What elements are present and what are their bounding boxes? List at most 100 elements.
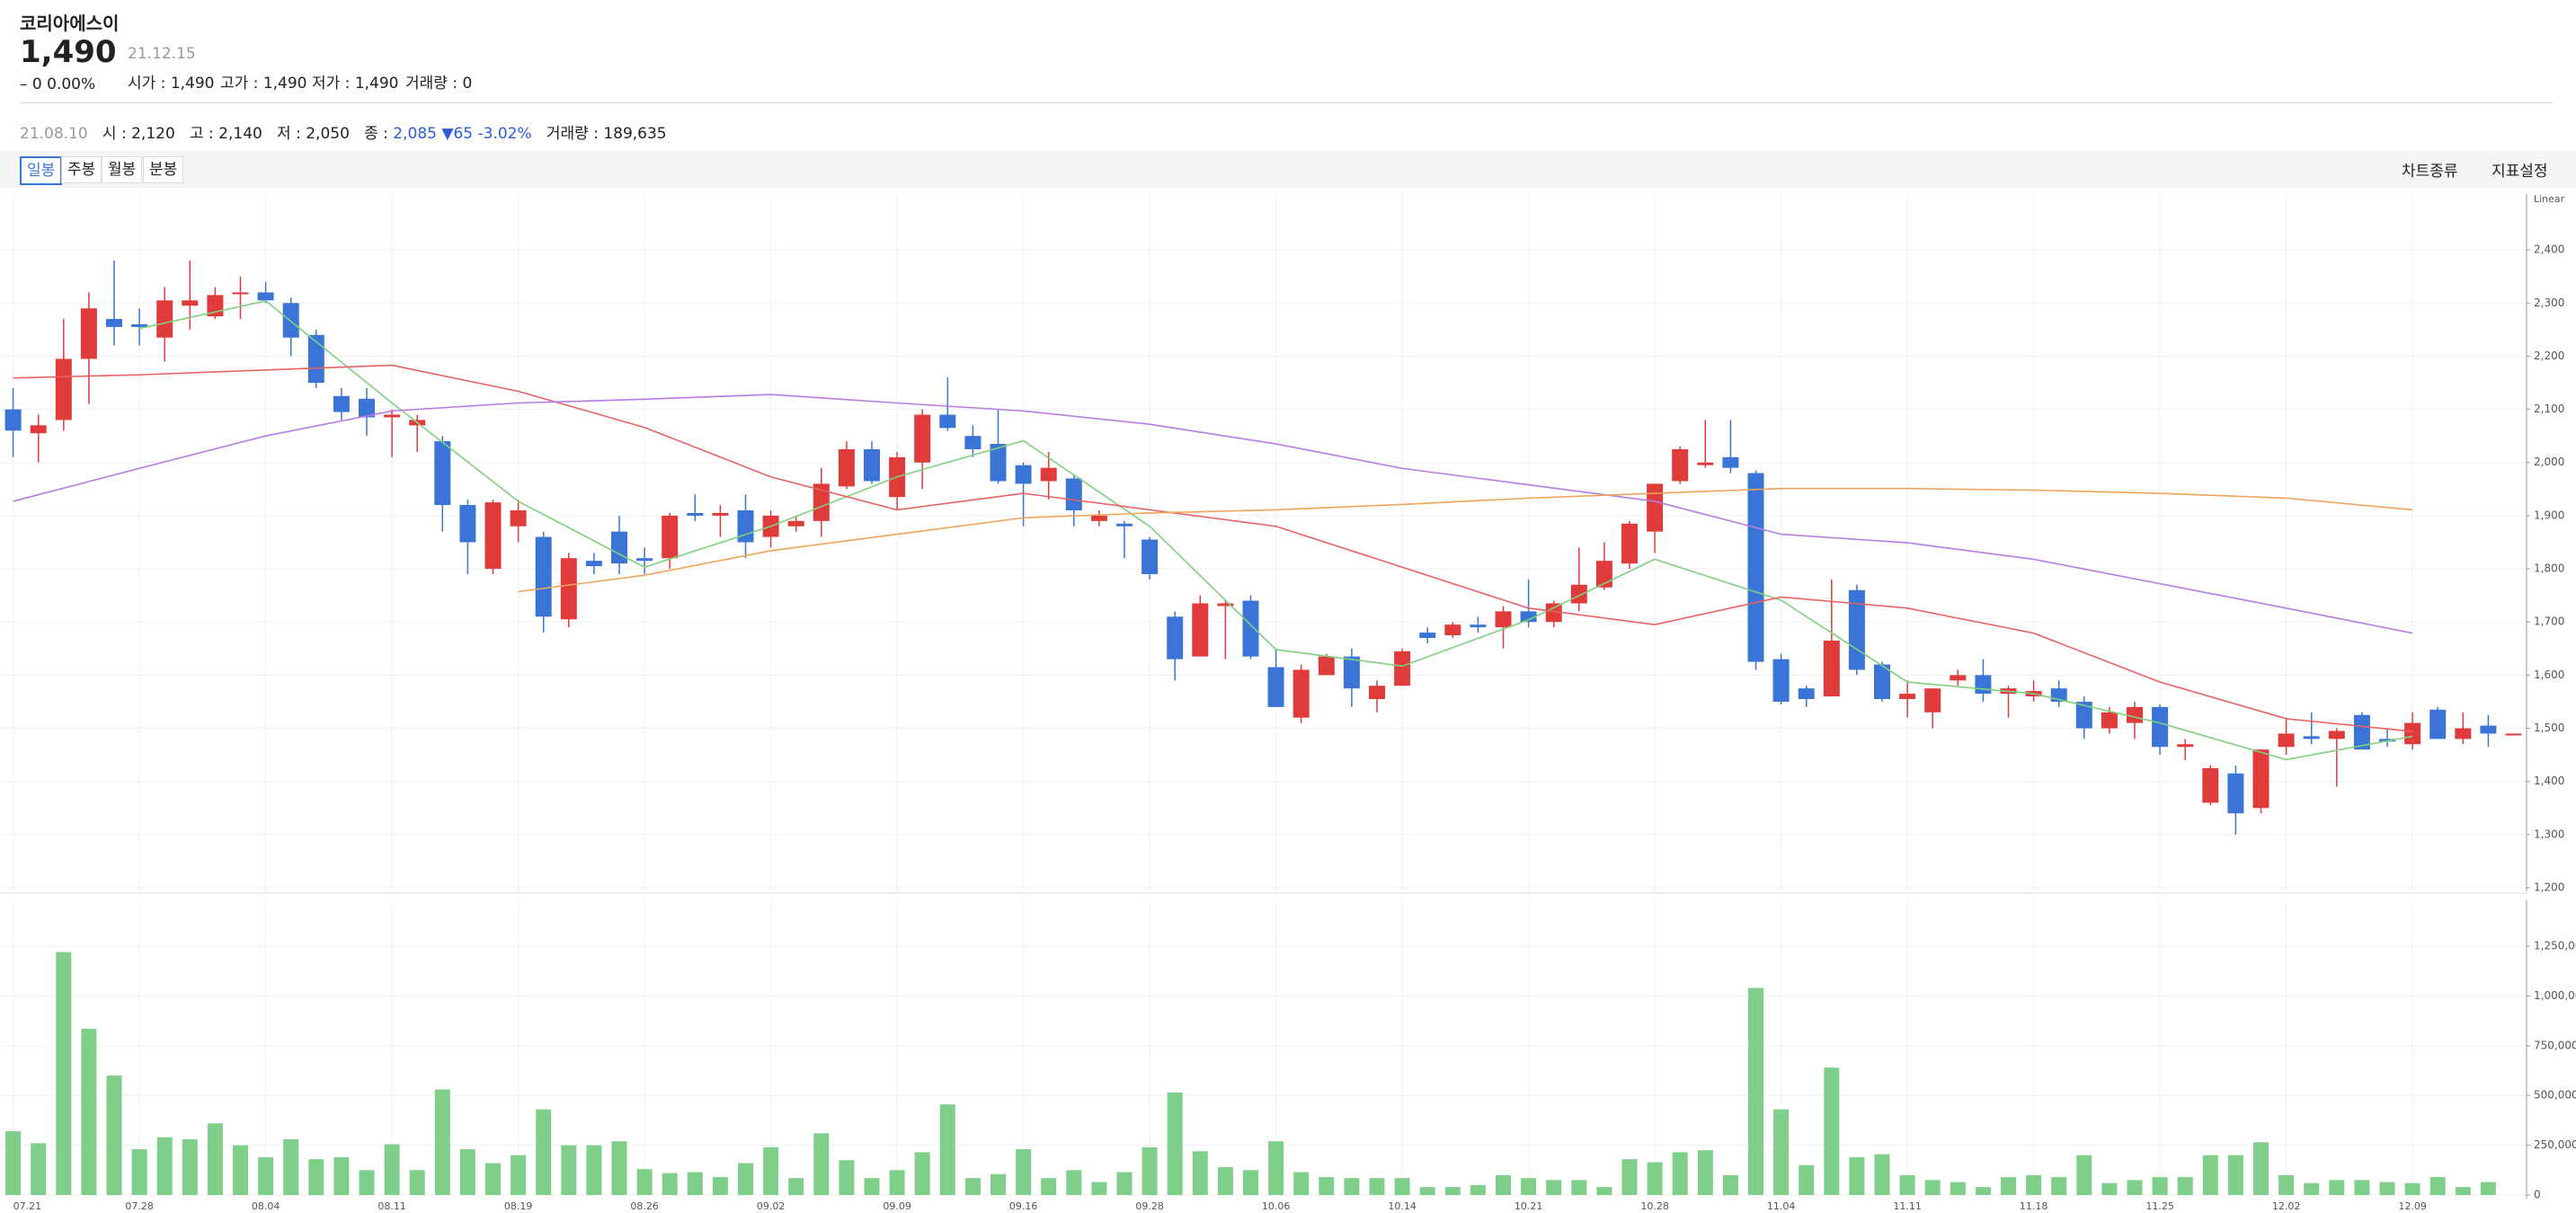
candle-body: [662, 515, 679, 559]
candle-body: [1722, 456, 1739, 468]
candle-body: [2075, 701, 2092, 729]
y-tick-label: 1,700: [2534, 615, 2564, 628]
volume-bar: [2404, 1182, 2421, 1195]
hover-high: 고 : 2,140: [189, 125, 262, 143]
separator: [20, 102, 2553, 103]
y-tick-label: 2,300: [2534, 297, 2564, 309]
volume-bar: [864, 1178, 880, 1195]
hover-close-label: 종 :: [364, 125, 388, 143]
hover-close: 2,085: [393, 125, 437, 143]
hover-open: 시 : 2,120: [102, 125, 175, 143]
volume-bar: [687, 1172, 703, 1195]
candle-body: [1369, 686, 1385, 699]
volume-bar: [31, 1143, 47, 1195]
scale-label: Linear: [2534, 193, 2565, 205]
moving-average: [518, 487, 2413, 593]
period-button[interactable]: 분봉: [143, 156, 184, 183]
indicator-menu[interactable]: 지표설정: [2492, 163, 2548, 181]
candle-body: [1419, 633, 1436, 638]
volume-bar: [586, 1145, 602, 1195]
x-tick-label: 08.19: [504, 1200, 533, 1212]
candle-body: [964, 436, 982, 449]
candle-body: [510, 509, 527, 527]
volume-bar: [5, 1131, 22, 1195]
volume-bar: [106, 1076, 122, 1195]
candle-body: [131, 323, 148, 327]
volume-bar: [459, 1149, 475, 1195]
volume-bar: [485, 1163, 501, 1195]
volume-bar: [1521, 1178, 1537, 1195]
y-tick-label: 1,900: [2534, 509, 2564, 521]
volume-bar: [939, 1104, 955, 1195]
hover-low: 저 : 2,050: [277, 125, 350, 143]
volume: 거래량 : 0: [405, 75, 473, 93]
volume-bar: [561, 1145, 577, 1195]
candle-body: [434, 441, 451, 506]
y-tick-label: 1,200: [2534, 881, 2564, 894]
candle-body: [1647, 483, 1664, 532]
y-tick-label: 1,800: [2534, 562, 2564, 575]
volume-bar: [1773, 1109, 1790, 1195]
volume-bar: [434, 1089, 450, 1195]
volume-bar: [1116, 1172, 1133, 1195]
candle-body: [2303, 736, 2320, 739]
volume-bar: [283, 1138, 299, 1195]
candle-body: [1950, 675, 1967, 681]
y-tick-label: 250,000: [2534, 1138, 2576, 1151]
candle-body: [1899, 694, 1916, 699]
volume-bar: [2101, 1182, 2118, 1195]
volume-bar: [359, 1170, 375, 1195]
candle-body: [30, 425, 47, 434]
volume-bar: [1799, 1164, 1815, 1195]
volume-bar: [788, 1178, 804, 1195]
volume-bar: [333, 1156, 350, 1195]
volume-bar: [2051, 1177, 2067, 1195]
candle-body: [106, 319, 122, 327]
candle-body: [1924, 688, 1941, 713]
y-tick-label: 500,000: [2534, 1089, 2576, 1102]
y-tick-label: 1,500: [2534, 722, 2564, 734]
candle-body: [1242, 600, 1259, 657]
volume-bar: [763, 1147, 779, 1195]
candle-body: [1292, 669, 1310, 718]
period-button[interactable]: 일봉: [20, 156, 63, 185]
candle-body: [787, 520, 804, 527]
candle-body: [585, 561, 602, 567]
volume-bar: [2177, 1177, 2193, 1195]
candle-body: [1343, 656, 1360, 689]
volume-bar: [1849, 1156, 1865, 1195]
x-tick-label: 10.06: [1262, 1200, 1291, 1212]
y-tick-label: 750,000: [2534, 1039, 2576, 1051]
candle-body: [712, 512, 729, 516]
volume-bar: [1268, 1141, 1284, 1195]
candle-body: [80, 308, 97, 359]
volume-bar: [2026, 1174, 2042, 1195]
candle-body: [1470, 624, 1487, 628]
y-tick-label: 1,300: [2534, 828, 2564, 840]
volume-bar: [2455, 1187, 2471, 1195]
chart-kind-menu[interactable]: 차트종류: [2402, 163, 2458, 181]
hover-change: ▼65: [441, 125, 474, 143]
candle-body: [1192, 603, 1209, 657]
moving-average: [13, 364, 2413, 732]
candle-body: [459, 505, 476, 543]
volume-bar: [258, 1156, 274, 1195]
period-button[interactable]: 주봉: [61, 156, 102, 183]
period-button[interactable]: 월봉: [102, 156, 143, 183]
hover-volume: 거래량 : 189,635: [546, 125, 667, 143]
candle-body: [939, 414, 956, 429]
stock-name: 코리아에스이: [20, 13, 120, 34]
volume-bar: [2001, 1177, 2016, 1195]
candle-body: [384, 414, 401, 418]
candle-body: [687, 512, 704, 516]
candle-body: [1545, 603, 1562, 623]
candle-body: [2480, 725, 2497, 734]
candle-body: [2429, 709, 2447, 739]
candle-body: [1065, 478, 1082, 510]
price-change: – 0 0.00%: [20, 75, 96, 93]
candle-body: [1116, 523, 1133, 527]
candle-body: [1090, 515, 1107, 521]
low-price: 저가 : 1,490: [312, 75, 399, 93]
volume-bar: [1016, 1149, 1032, 1195]
candle-body: [2455, 728, 2472, 739]
